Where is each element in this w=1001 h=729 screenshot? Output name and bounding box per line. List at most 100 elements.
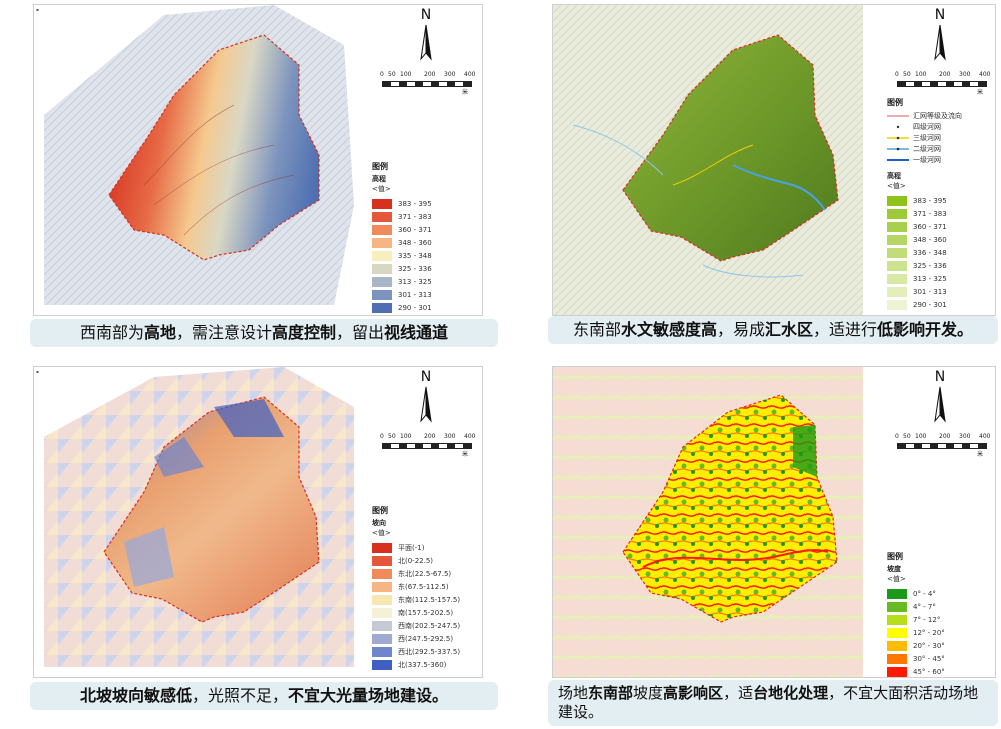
legend-item: 东北(22.5-67.5) [372,567,460,580]
site-boundary [108,34,320,261]
scale-bar: 0 50 100 200 300 400 米 [380,433,480,459]
north-arrow-icon [420,386,432,423]
scale-tick: 50 [903,433,911,440]
scale-tick: 100 [400,71,412,78]
scale-tick: 0 [380,71,384,78]
legend-item: 383 - 395 [372,197,432,210]
legend: 图例 高程 <值> 383 - 395 371 - 383 360 - 371 … [372,161,432,314]
north-arrow: N [925,369,955,429]
north-label: N [420,7,432,23]
stream-line [732,164,826,211]
scale-tick: 300 [444,433,456,440]
legend-item: 383 - 395 [887,194,962,207]
scale-tick: 300 [959,433,971,440]
caption-elevation: 西南部为高地，需注意设计高度控制，留出视线通道 [30,319,498,347]
legend-title: 图例 [887,98,903,107]
scale-tick: 200 [939,433,951,440]
legend-layer: 高程 [372,175,386,183]
scale-tick: 200 [424,433,436,440]
scale-tick: 200 [424,71,436,78]
caption-hydrology: 东南部水文敏感度高，易成汇水区，适进行低影响开发。 [548,316,998,344]
legend-line-item: 二级河网 [887,143,962,154]
legend: 图例 坡度 <值> 0° - 4° 4° - 7° 7° - 12° 12° -… [887,551,945,677]
legend-item: 301 - 313 [887,285,962,298]
scale-tick: 0 [380,433,384,440]
legend-item: 360 - 371 [887,220,962,233]
north-arrow-icon [934,386,946,423]
legend-item: 12° - 20° [887,626,945,639]
legend-swatch [372,302,392,313]
legend-line-item: 汇网等级及流向 [887,111,962,120]
scale-tick: 300 [444,71,456,78]
scale-tick: 50 [903,71,911,78]
legend-item: 7° - 12° [887,613,945,626]
scale-tick: 400 [979,433,991,440]
scale-tick: 400 [464,71,476,78]
legend-layer: 坡向 [372,519,386,527]
legend-item: 西北(292.5-337.5) [372,645,460,658]
legend-value-label: <值> [887,575,906,583]
site-boundary [622,34,839,262]
legend-item: 313 - 325 [372,275,432,288]
scale-unit: 米 [462,89,469,96]
site-boundary [622,394,838,623]
scale-unit: 米 [977,451,984,458]
corner-mark: ▪ [36,7,39,12]
scale-tick: 100 [915,71,927,78]
legend-swatch [372,263,392,274]
legend-swatch [372,211,392,222]
elevation-map [44,5,354,305]
scale-unit: 米 [462,451,469,458]
north-label: N [934,369,946,385]
aspect-map [44,367,354,667]
legend-item: 东(67.5-112.5) [372,580,460,593]
aspect-panel: ▪ N 0 50 100 200 300 400 米 图例 坡向 <值> 平面(… [33,366,483,678]
legend: 图例 汇网等级及流向 四级河网 三级河网 二级河网 一级河网 高程 <值> 38… [887,97,962,311]
caption-slope: 场地东南部坡度高影响区，适台地化处理，不宜大面积活动场地建设。 [548,680,998,726]
scale-tick: 50 [388,433,396,440]
legend-item: 西南(202.5-247.5) [372,619,460,632]
legend-swatch [372,250,392,261]
legend: 图例 坡向 <值> 平面(-1) 北(0-22.5) 东北(22.5-67.5)… [372,505,460,671]
legend-item: 348 - 360 [372,236,432,249]
scale-tick: 400 [464,433,476,440]
legend-item: 平面(-1) [372,541,460,554]
legend-swatch [372,289,392,300]
legend-line-item: 一级河网 [887,155,941,164]
legend-item: 西(247.5-292.5) [372,632,460,645]
legend-item: 45° - 60° [887,665,945,677]
scale-tick: 0 [895,433,899,440]
north-arrow-icon [420,24,432,61]
legend-value-label: <值> [372,529,391,537]
legend-swatch [372,276,392,287]
north-arrow: N [925,7,955,67]
scale-bar: 0 50 100 200 300 400 米 [895,433,995,459]
legend-swatch [372,237,392,248]
legend-item: 290 - 301 [372,301,432,314]
legend-item: 290 - 301 [887,298,962,311]
legend-line-item: 四级河网 [887,121,962,132]
slope-map [553,367,863,677]
legend-item: 4° - 7° [887,600,945,613]
corner-mark: ▪ [36,369,39,374]
legend-item: 325 - 336 [372,262,432,275]
scale-tick: 400 [979,71,991,78]
scale-unit: 米 [977,89,984,96]
legend-item: 南(157.5-202.5) [372,606,460,619]
north-arrow: N [411,7,441,67]
scale-bar: 0 50 100 200 300 400 米 [380,71,480,97]
north-label: N [934,7,946,23]
legend-item: 371 - 383 [887,207,962,220]
legend-title: 图例 [887,552,903,561]
legend-item: 336 - 348 [887,246,962,259]
legend-layer: 高程 [887,172,901,180]
legend-line-item: 三级河网 [887,132,962,143]
hydrology-map [553,5,863,315]
north-label: N [420,369,432,385]
legend-title: 图例 [372,162,388,171]
legend-item: 371 - 383 [372,210,432,223]
legend-swatch [372,198,392,209]
elevation-panel: ▪ N 0 50 100 200 300 400 米 图例 高程 <值> 383… [33,4,483,316]
scale-bar: 0 50 100 200 300 400 米 [895,71,995,97]
legend-item: 325 - 336 [887,259,962,272]
